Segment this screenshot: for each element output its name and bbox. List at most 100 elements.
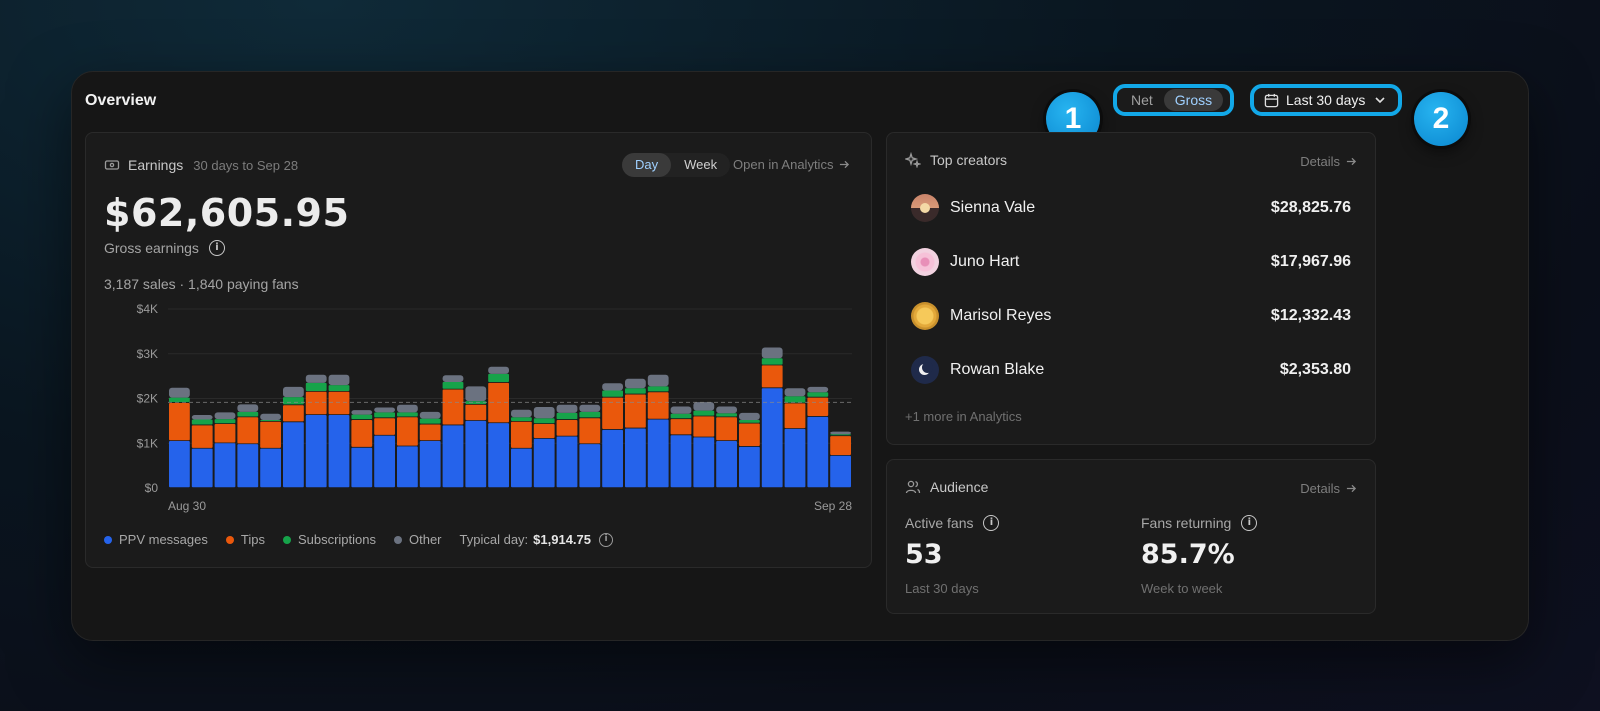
bar-segment-tips bbox=[784, 403, 806, 429]
legend-label-subscriptions: Subscriptions bbox=[297, 532, 376, 547]
bar-segment-other bbox=[328, 374, 350, 386]
bar-segment-subscriptions bbox=[807, 392, 829, 397]
open-in-analytics-link[interactable]: Open in Analytics bbox=[733, 157, 850, 172]
bar-segment-ppv-messages bbox=[830, 455, 851, 488]
bar-segment-ppv-messages bbox=[442, 425, 464, 488]
bar-segment-subscriptions bbox=[533, 418, 555, 424]
bar-segment-ppv-messages bbox=[761, 388, 783, 488]
bar-segment-tips bbox=[305, 391, 327, 415]
bar-segment-ppv-messages bbox=[647, 419, 669, 488]
creator-row[interactable]: Marisol Reyes $12,332.43 bbox=[911, 302, 1351, 330]
fans-returning-stat: Fans returning i 85.7% Week to week bbox=[1141, 515, 1258, 596]
y-tick-label: $1K bbox=[137, 436, 158, 450]
toggle-day[interactable]: Day bbox=[622, 153, 672, 177]
chevron-down-icon bbox=[1375, 97, 1385, 104]
users-icon bbox=[905, 480, 921, 494]
legend-label-tips: Tips bbox=[240, 532, 265, 547]
bar-segment-ppv-messages bbox=[397, 446, 418, 488]
bar-segment-tips bbox=[397, 417, 418, 446]
stat-caption: Last 30 days bbox=[905, 581, 979, 596]
bar-segment-subscriptions bbox=[214, 419, 236, 424]
toggle-gross[interactable]: Gross bbox=[1163, 89, 1224, 111]
bar-segment-subscriptions bbox=[670, 413, 692, 419]
bar-segment-ppv-messages bbox=[305, 415, 327, 488]
creator-row[interactable]: Rowan Blake $2,353.80 bbox=[911, 356, 1351, 384]
bar-segment-ppv-messages bbox=[670, 435, 692, 488]
bar-segment-other bbox=[647, 374, 669, 387]
earnings-label: Earnings bbox=[128, 157, 184, 173]
arrow-right-icon bbox=[1346, 484, 1357, 493]
bar-segment-tips bbox=[579, 418, 601, 444]
top-creators-details-link[interactable]: Details bbox=[1300, 154, 1357, 169]
legend-label-other: Other bbox=[409, 532, 442, 547]
bar-segment-ppv-messages bbox=[465, 420, 487, 488]
creator-row[interactable]: Sienna Vale $28,825.76 bbox=[911, 194, 1351, 222]
stat-value: 85.7% bbox=[1141, 539, 1235, 570]
date-range-select[interactable]: Last 30 days bbox=[1250, 84, 1402, 116]
bar-segment-ppv-messages bbox=[169, 441, 190, 488]
bar-segment-other bbox=[283, 386, 304, 398]
bar-segment-ppv-messages bbox=[351, 447, 373, 488]
bar-segment-tips bbox=[716, 417, 737, 441]
earnings-card: Earnings 30 days to Sep 28 Day Week Open… bbox=[85, 132, 872, 568]
legend-item-subscriptions: Subscriptions bbox=[282, 532, 376, 547]
bar-segment-other bbox=[739, 412, 760, 420]
bar-segment-subscriptions bbox=[716, 413, 737, 417]
more-in-analytics-link[interactable]: +1 more in Analytics bbox=[905, 409, 1022, 424]
info-icon[interactable]: i bbox=[1241, 515, 1258, 531]
bar-segment-ppv-messages bbox=[374, 435, 395, 488]
creator-name: Marisol Reyes bbox=[950, 307, 1052, 324]
bar-segment-other bbox=[305, 374, 327, 383]
bar-segment-subscriptions bbox=[693, 410, 715, 416]
audience-details-link[interactable]: Details bbox=[1300, 481, 1357, 496]
bar-segment-ppv-messages bbox=[214, 443, 236, 488]
x-tick-label: Sep 28 bbox=[814, 499, 852, 513]
bar-segment-tips bbox=[442, 389, 464, 425]
bar-segment-ppv-messages bbox=[419, 441, 441, 488]
bar-segment-other bbox=[351, 410, 373, 415]
bar-segment-tips bbox=[351, 419, 373, 447]
bar-segment-ppv-messages bbox=[260, 448, 281, 488]
bar-segment-ppv-messages bbox=[556, 436, 578, 488]
bar-segment-ppv-messages bbox=[807, 416, 829, 488]
bar-segment-other bbox=[670, 406, 692, 414]
bar-segment-subscriptions bbox=[169, 397, 190, 403]
bar-segment-subscriptions bbox=[579, 411, 601, 418]
y-tick-label: $3K bbox=[137, 347, 158, 361]
banknote-icon bbox=[104, 160, 120, 170]
earnings-period: 30 days to Sep 28 bbox=[193, 157, 299, 173]
toggle-net[interactable]: Net bbox=[1131, 92, 1153, 108]
bar-segment-subscriptions bbox=[397, 412, 418, 417]
audience-header: Audience bbox=[905, 479, 988, 495]
bar-segment-subscriptions bbox=[283, 397, 304, 405]
citrus-avatar bbox=[911, 302, 939, 330]
bar-segment-subscriptions bbox=[260, 419, 281, 421]
bar-segment-ppv-messages bbox=[693, 437, 715, 488]
bar-segment-ppv-messages bbox=[784, 428, 806, 488]
bar-segment-other bbox=[556, 404, 578, 413]
bar-segment-subscriptions bbox=[830, 434, 851, 436]
bar-segment-tips bbox=[374, 418, 395, 435]
bar-segment-tips bbox=[533, 424, 555, 438]
bar-segment-other bbox=[374, 407, 395, 413]
toggle-week[interactable]: Week bbox=[684, 157, 718, 172]
bar-segment-other bbox=[807, 386, 829, 393]
arrow-right-icon bbox=[840, 160, 850, 169]
audience-title: Audience bbox=[930, 479, 989, 495]
info-icon[interactable]: i bbox=[983, 515, 1000, 531]
typical-day-label: Typical day: bbox=[459, 532, 529, 547]
creator-earnings: $17,967.96 bbox=[1270, 253, 1351, 270]
bar-segment-subscriptions bbox=[739, 419, 760, 423]
legend-item-other: Other bbox=[394, 532, 442, 547]
info-icon[interactable]: i bbox=[208, 240, 225, 256]
calendar-icon bbox=[1264, 93, 1279, 107]
bar-segment-tips bbox=[419, 424, 441, 441]
bar-segment-subscriptions bbox=[647, 386, 669, 392]
stat-label-row: Active fans i bbox=[905, 515, 1000, 531]
net-gross-toggle: Net Gross bbox=[1113, 84, 1234, 116]
active-fans-stat: Active fans i 53 Last 30 days bbox=[905, 515, 1000, 596]
creator-row[interactable]: Juno Hart $17,967.96 bbox=[911, 248, 1351, 276]
bar-segment-subscriptions bbox=[351, 414, 373, 420]
info-icon[interactable]: i bbox=[599, 532, 614, 547]
bar-segment-other bbox=[442, 375, 464, 382]
